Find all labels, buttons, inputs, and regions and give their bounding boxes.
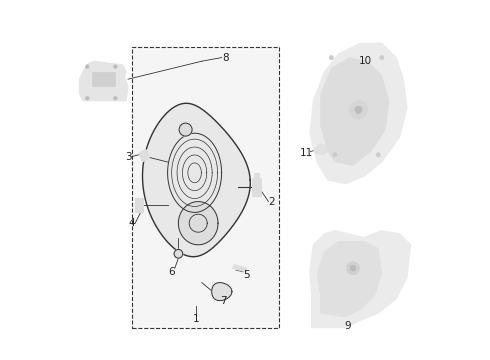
Circle shape bbox=[380, 55, 384, 60]
Circle shape bbox=[376, 153, 380, 157]
Polygon shape bbox=[310, 230, 411, 328]
Bar bbox=[252, 178, 261, 196]
Polygon shape bbox=[320, 58, 389, 166]
Polygon shape bbox=[232, 265, 247, 272]
Circle shape bbox=[346, 262, 360, 275]
Text: 10: 10 bbox=[359, 56, 372, 66]
Circle shape bbox=[349, 101, 368, 119]
Bar bbox=[254, 173, 259, 180]
Text: 11: 11 bbox=[299, 148, 313, 158]
Circle shape bbox=[329, 55, 334, 60]
Polygon shape bbox=[315, 144, 328, 155]
Text: 5: 5 bbox=[244, 270, 250, 280]
Text: 8: 8 bbox=[222, 53, 228, 63]
Circle shape bbox=[179, 123, 192, 136]
Bar bbox=[132, 47, 279, 328]
Text: 9: 9 bbox=[344, 321, 351, 331]
Polygon shape bbox=[178, 202, 218, 245]
Text: 2: 2 bbox=[269, 197, 275, 207]
Text: 3: 3 bbox=[124, 152, 131, 162]
Polygon shape bbox=[139, 149, 149, 162]
Circle shape bbox=[86, 65, 89, 68]
Circle shape bbox=[86, 96, 89, 100]
Circle shape bbox=[114, 96, 117, 100]
Text: 4: 4 bbox=[128, 218, 135, 228]
Text: 1: 1 bbox=[193, 314, 200, 324]
Polygon shape bbox=[212, 283, 232, 301]
Circle shape bbox=[174, 249, 183, 258]
Circle shape bbox=[114, 65, 117, 68]
Bar bbox=[135, 198, 143, 212]
Circle shape bbox=[355, 106, 362, 113]
Polygon shape bbox=[143, 103, 250, 257]
Polygon shape bbox=[79, 61, 128, 101]
Bar bbox=[92, 72, 116, 86]
Circle shape bbox=[333, 153, 337, 157]
Text: 7: 7 bbox=[220, 296, 227, 306]
Circle shape bbox=[350, 265, 356, 271]
Polygon shape bbox=[317, 241, 382, 317]
Polygon shape bbox=[310, 43, 407, 184]
Text: 6: 6 bbox=[168, 267, 174, 277]
